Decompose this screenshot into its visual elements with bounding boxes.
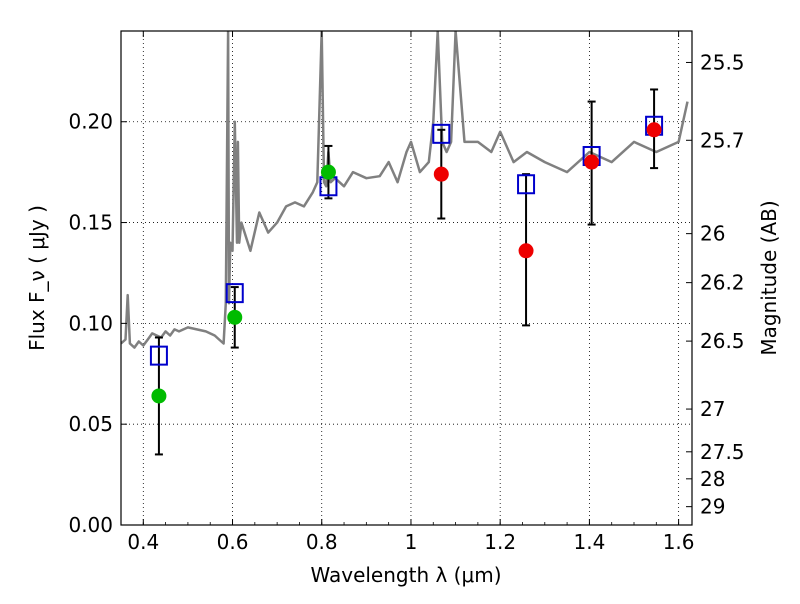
model-box-point [517,174,536,195]
y-axis-title: Flux F_ν ( μJy ) [25,205,49,351]
model-box-point [225,283,244,304]
red-data-point [433,166,449,182]
green-data-point [151,388,167,404]
grid-lines [121,31,692,526]
red-data-point [646,122,662,138]
x-tick-label: 0.8 [306,530,338,554]
plot-area [121,31,689,456]
x-axis-title: Wavelength λ (μm) [310,563,501,587]
y-tick-label: 0.05 [68,412,113,436]
model-box-point [432,123,451,144]
red-data-point [518,243,534,259]
x-tick-label: 1.2 [484,530,516,554]
y2-tick-label: 26 [700,222,725,246]
spectrum-line [121,31,689,349]
plot-frame [120,30,693,526]
y2-tick-label: 25.7 [700,128,745,152]
green-data-point [320,164,336,180]
y-tick-label: 0.10 [68,311,113,335]
x-tick-label: 0.6 [217,530,249,554]
y2-tick-label: 28 [700,467,725,491]
x-tick-label: 0.4 [127,530,159,554]
y2-tick-label: 27 [700,397,725,421]
x-tick-label: 1 [405,530,418,554]
red-data-point [584,154,600,170]
y-tick-label: 0.15 [68,211,113,235]
x-tick-label: 1.4 [573,530,605,554]
y-tick-label: 0.20 [68,110,113,134]
green-data-point [227,309,243,325]
model-box-point [149,345,168,366]
y2-axis-title: Magnitude (AB) [757,200,781,355]
y2-tick-label: 26.2 [700,271,745,295]
y2-tick-label: 27.5 [700,440,745,464]
y2-tick-label: 26.5 [700,329,745,353]
y-tick-label: 0.00 [68,513,113,537]
y2-tick-label: 29 [700,495,725,519]
x-tick-label: 1.6 [663,530,695,554]
axes: 0.4 0.6 0.8 1 1.2 1.4 1.6 0.00 0.05 0.10 0.15 0.20 2… [68,31,745,554]
y2-tick-label: 25.5 [700,50,745,74]
